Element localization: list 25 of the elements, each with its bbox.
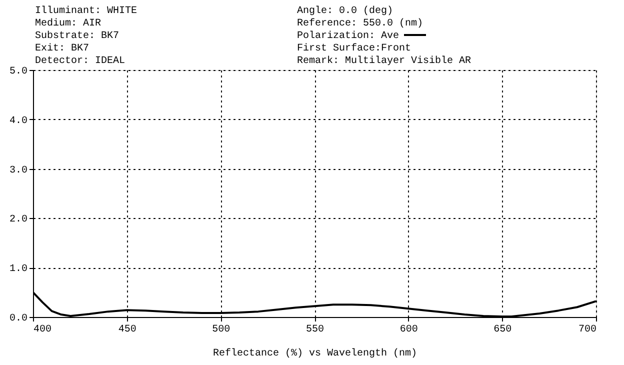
legend-label: Ave [381,31,400,42]
x-tick-label: 500 [212,324,230,336]
text: Detector: IDEAL [35,56,126,67]
x-tick-label: 650 [494,324,512,336]
text: Remark: Multilayer Visible AR [297,55,472,67]
text: Substrate: BK7 [35,30,120,42]
x-tick-label: 700 [578,324,596,336]
y-tick-label: 2.0 [9,214,28,226]
y-tick-label: 0.0 [9,314,28,324]
y-tick-label: 4.0 [9,116,28,127]
x-tick-label: 400 [34,324,52,336]
text: Angle: 0.0 (deg) [297,5,394,17]
x-tick-label: 600 [400,324,418,336]
text: Exit: BK7 [35,42,90,54]
legend-title: Polarization: [297,30,376,42]
x-axis-title: Reflectance (%) vs Wavelength (nm) [212,348,418,360]
y-tick-label: 5.0 [9,66,28,78]
x-tick-label: 550 [306,324,324,336]
text: Medium: AIR [35,18,102,30]
y-tick-label: 1.0 [9,264,28,276]
text: First Surface:Front [297,42,412,54]
y-tick-label: 3.0 [9,165,28,176]
x-tick-label: 450 [118,324,136,336]
text: Reference: 550.0 (nm) [297,18,424,30]
text: Illuminant: WHITE [35,5,138,17]
